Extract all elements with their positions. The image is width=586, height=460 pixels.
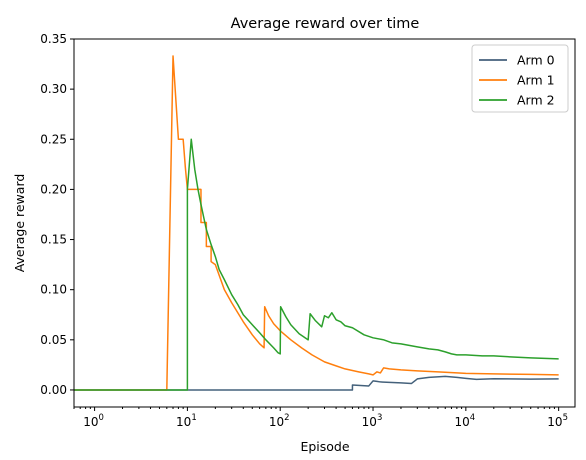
x-tick-label: 104 — [454, 413, 475, 429]
legend-label-arm-2: Arm 2 — [517, 93, 555, 108]
y-tick-label: 0.20 — [40, 182, 67, 196]
legend: Arm 0 Arm 1 Arm 2 — [471, 44, 569, 113]
series-line-arm-2 — [74, 138, 559, 391]
y-axis-ticks: 0.00 0.05 0.10 0.15 0.20 0.25 0.30 0.35 — [40, 32, 74, 397]
y-tick-label: 0.35 — [40, 32, 67, 46]
y-tick-label: 0.00 — [40, 383, 67, 397]
y-tick-label: 0.30 — [40, 82, 67, 96]
y-tick-label: 0.10 — [40, 283, 67, 297]
x-tick-label: 105 — [547, 413, 568, 429]
legend-box — [471, 44, 569, 113]
y-tick-label: 0.05 — [40, 333, 67, 347]
x-tick-label: 101 — [176, 413, 197, 429]
series-line-arm-0 — [74, 375, 559, 391]
y-tick-label: 0.25 — [40, 132, 67, 146]
chart-title: Average reward over time — [231, 16, 420, 32]
x-tick-label: 100 — [83, 413, 104, 429]
series-layer — [74, 55, 559, 391]
series-line-arm-1 — [74, 55, 559, 391]
legend-label-arm-0: Arm 0 — [517, 53, 555, 68]
x-tick-label: 102 — [269, 413, 290, 429]
y-tick-label: 0.15 — [40, 233, 67, 247]
legend-label-arm-1: Arm 1 — [517, 73, 555, 88]
y-axis-label: Average reward — [12, 174, 27, 273]
x-axis-ticks: 100 101 102 103 104 105 — [73, 407, 568, 429]
x-axis-label: Episode — [300, 439, 349, 454]
x-tick-label: 103 — [362, 413, 383, 429]
